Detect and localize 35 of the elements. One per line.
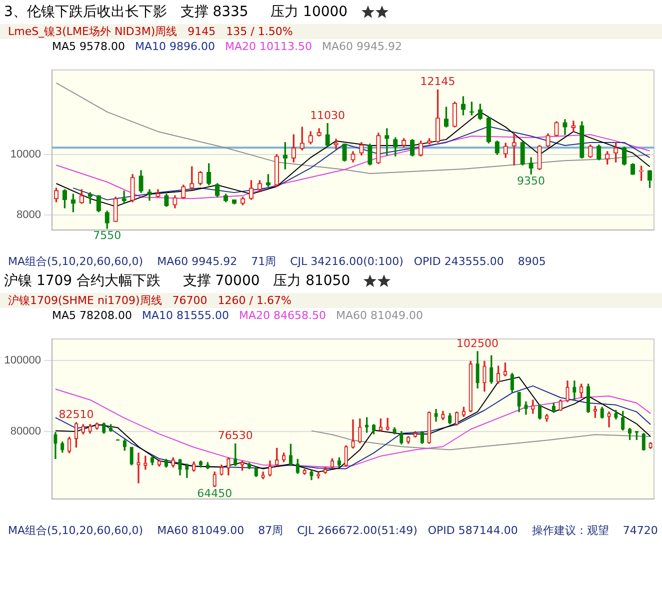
chart-title: 3、伦镍下跌后收出长下影 支撑 8335 压力 10000 <box>4 3 349 22</box>
text: 8905 <box>518 255 546 268</box>
y-tick-label: 8000 <box>16 208 41 221</box>
text: MA10 9896.00 <box>135 40 215 53</box>
y-tick-label: 80000 <box>10 425 41 438</box>
chart-subtitle: 沪镍1709(SHME ni1709)周线 76700 1260 / 1.67% <box>0 293 662 308</box>
text: MA20 10113.50 <box>225 40 312 53</box>
text: MA20 84658.50 <box>239 309 326 322</box>
text: MA60 81049.00 <box>336 309 423 322</box>
annotation: 9350 <box>517 174 546 188</box>
annotation: 102500 <box>456 336 499 350</box>
text: MA60 9945.92 <box>157 255 238 268</box>
text: CJL 266672.00(51:49) OPID 587144.00 <box>297 524 518 537</box>
annotation: 12145 <box>420 75 456 88</box>
text: MA组合(5,10,20,60,60,0) <box>8 255 144 268</box>
text: MA10 81555.00 <box>142 309 229 322</box>
text: MA5 78208.00 <box>52 309 132 322</box>
text: 74720 <box>622 524 658 537</box>
text: 操作建议：观望 <box>532 524 609 537</box>
annotation: 82510 <box>58 408 94 421</box>
y-tick-label: 10000 <box>10 148 41 161</box>
annotation: 11030 <box>310 108 346 122</box>
text: CJL 34216.00(0:100) OPID 243555.00 <box>290 255 504 268</box>
text: MA60 9945.92 <box>322 40 402 53</box>
annotation: 64450 <box>197 487 232 500</box>
annotation: 76530 <box>218 429 253 442</box>
chart-title: 沪镍 1709 合约大幅下跌 支撑 70000 压力 81050 <box>4 272 352 291</box>
annotation: 7550 <box>93 228 122 242</box>
text: MA60 81049.00 <box>157 524 244 537</box>
y-tick-label: 100000 <box>4 354 41 366</box>
text: MA组合(5,10,20,60,60,0) <box>8 524 144 537</box>
text: 71周 <box>251 255 276 268</box>
text: 87周 <box>258 524 284 537</box>
chart-subtitle: LmeS_镍3(LME场外 NID3M)周线 9145 135 / 1.50% <box>0 24 662 39</box>
text: MA5 9578.00 <box>52 40 125 53</box>
